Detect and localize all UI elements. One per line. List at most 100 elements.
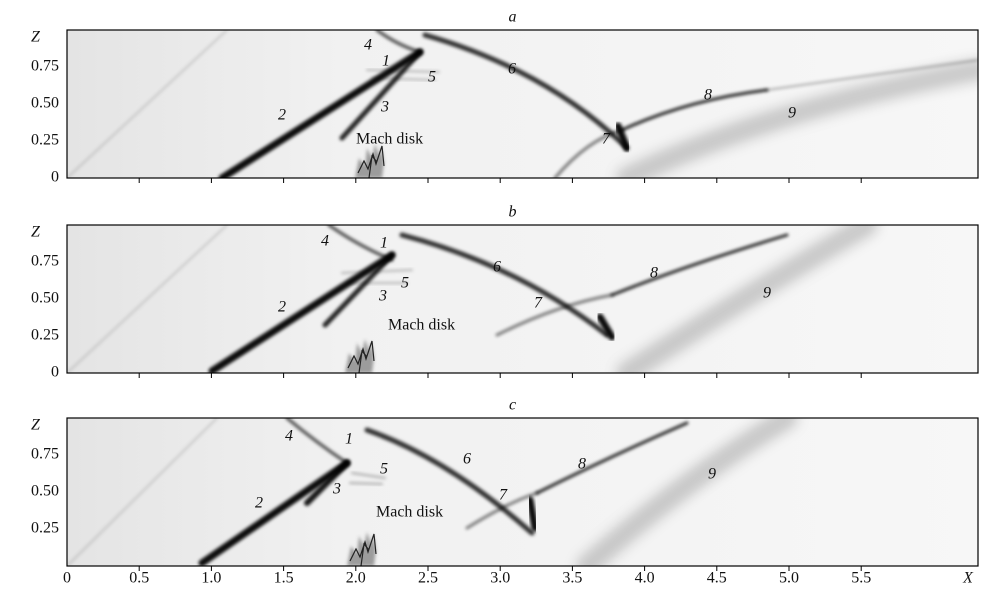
shock: [218, 48, 424, 178]
panel-frame: [66, 224, 979, 374]
x-tick-label: 1.5: [274, 570, 294, 587]
shock: [399, 232, 610, 338]
panel-label: b: [509, 204, 517, 221]
shock: [349, 472, 386, 485]
shock: [526, 496, 539, 532]
shock: [327, 225, 394, 262]
x-axis-label: X: [962, 570, 974, 587]
shock: [208, 251, 396, 373]
x-tick-label: 1.0: [201, 570, 221, 587]
mach-disk-detail: [349, 533, 377, 566]
shock-label: 6: [493, 259, 501, 276]
mach-disk-detail: [357, 145, 385, 178]
shock: [596, 313, 616, 341]
mach-disk-region: [347, 532, 376, 566]
shock: [366, 69, 440, 81]
shock-label: 8: [704, 87, 712, 104]
y-tick-label: 0.75: [31, 58, 59, 75]
mach-disk-region: [355, 144, 384, 178]
x-tick-label: 5.0: [779, 570, 799, 587]
y-tick-label: 0.75: [31, 253, 59, 270]
shock-label: 5: [401, 275, 409, 292]
x-tick-label: 3.5: [562, 570, 582, 587]
panel-label: c: [509, 397, 516, 414]
shock-label: 1: [382, 53, 390, 70]
y-tick-label: 0.50: [31, 483, 59, 500]
shock: [67, 225, 228, 373]
shock: [535, 421, 689, 495]
panel: 0 0.25 0.50 0.75 Zb 1 2 3 4 5 6 7 8 9 Mach disk: [31, 204, 979, 381]
shock-label: 4: [285, 428, 293, 445]
schlieren-image: [67, 30, 978, 178]
y-tick-label: 0.50: [31, 290, 59, 307]
shock: [495, 293, 614, 337]
shock-label: 3: [378, 288, 387, 305]
shock-label: 7: [499, 487, 508, 504]
y-axis-label: Z: [31, 224, 41, 241]
panel-frame: [66, 417, 979, 567]
shock: [465, 491, 539, 530]
shock-label: 5: [428, 69, 436, 86]
x-tick-label: 2.0: [346, 570, 366, 587]
shock-label: 7: [534, 295, 543, 312]
shock-label: 6: [508, 61, 516, 78]
x-tick-label: 3.0: [490, 570, 510, 587]
shock: [198, 459, 351, 566]
y-axis-label: Z: [31, 29, 41, 46]
shock-label: 9: [788, 105, 796, 122]
y-tick-label: 0.25: [31, 327, 59, 344]
shock: [610, 233, 789, 297]
shock-label: 2: [278, 107, 286, 124]
shock-label: 8: [650, 265, 658, 282]
shock: [67, 30, 228, 178]
shock: [422, 32, 630, 151]
shock-label: 8: [578, 456, 586, 473]
mach-disk-label: Mach disk: [388, 317, 455, 334]
shock-label: 4: [321, 233, 329, 250]
shock: [620, 88, 769, 132]
panel: 0.25 0.50 0.75 Zc 1 2 3 4 5 6 7 8 9 Mach disk: [31, 397, 979, 571]
shock-label: 3: [380, 99, 389, 116]
background: [67, 418, 978, 566]
x-tick-label: 4.5: [707, 570, 727, 587]
schlieren-image: [67, 225, 978, 373]
y-axis-label: Z: [31, 417, 41, 434]
shock-label: 5: [380, 461, 388, 478]
x-tick-label: 5.5: [851, 570, 871, 587]
shock: [304, 460, 350, 506]
schlieren-image: [67, 418, 978, 566]
mach-disk-region: [345, 339, 374, 373]
shock-label: 3: [332, 481, 341, 498]
shock-label: 2: [255, 495, 263, 512]
y-tick-label: 0: [51, 169, 59, 186]
shock: [364, 427, 535, 536]
shock: [766, 59, 978, 91]
x-tick-label: 4.0: [635, 570, 655, 587]
shock-label: 1: [345, 431, 353, 448]
mach-disk-label: Mach disk: [376, 504, 443, 521]
y-tick-label: 0: [51, 364, 59, 381]
y-tick-label: 0.50: [31, 95, 59, 112]
shock-label: 9: [708, 466, 716, 483]
x-tick-label: 0: [63, 570, 71, 587]
shock-label: 1: [380, 235, 388, 252]
shock: [616, 225, 878, 373]
mach-disk-label: Mach disk: [356, 131, 423, 148]
shock-label: 7: [602, 131, 611, 148]
panel-frame: [66, 29, 979, 179]
shock-label: 6: [463, 451, 471, 468]
shock-label: 2: [278, 299, 286, 316]
shock: [614, 122, 631, 152]
mach-disk-detail: [347, 340, 375, 373]
shock: [576, 418, 798, 566]
panel: 0 0.25 0.50 0.75 Za 1 2 3 4 5 6 7 8 9 Mach disk: [31, 9, 979, 186]
shock: [375, 30, 422, 54]
shock: [341, 269, 413, 284]
shock-label: 9: [763, 285, 771, 302]
shock: [339, 49, 423, 141]
y-tick-label: 0.75: [31, 446, 59, 463]
shock: [322, 252, 395, 328]
shock: [67, 418, 218, 566]
shock: [285, 418, 349, 465]
